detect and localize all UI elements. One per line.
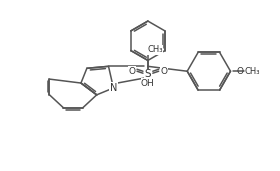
Text: O: O bbox=[129, 67, 136, 76]
Text: OH: OH bbox=[141, 78, 155, 88]
Text: CH₃: CH₃ bbox=[244, 67, 260, 76]
Text: S: S bbox=[144, 69, 151, 79]
Text: O: O bbox=[236, 67, 243, 76]
Text: CH₃: CH₃ bbox=[147, 45, 162, 54]
Text: O: O bbox=[160, 67, 167, 76]
Text: N: N bbox=[110, 83, 117, 93]
